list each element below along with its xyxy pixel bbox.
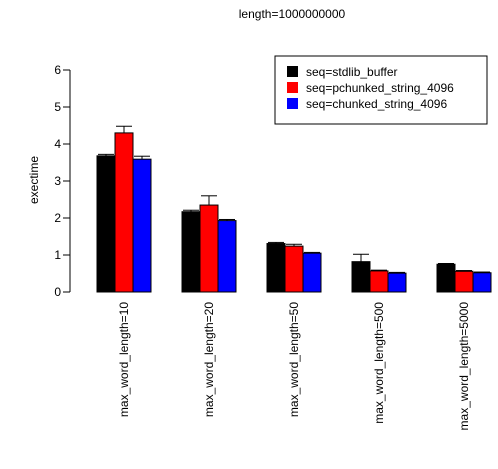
bar bbox=[132, 158, 152, 293]
y-tick-label: 0 bbox=[54, 285, 61, 299]
x-tick-label: max_word_length=50 bbox=[287, 302, 301, 417]
bar bbox=[454, 270, 474, 293]
x-tick-label: max_word_length=20 bbox=[202, 302, 216, 417]
bar bbox=[351, 261, 371, 293]
bar bbox=[369, 270, 389, 293]
y-axis: 0 1 2 3 4 5 6 bbox=[54, 63, 71, 299]
chart-title: length=1000000000 bbox=[239, 7, 346, 21]
bar bbox=[96, 155, 116, 293]
bars-group bbox=[96, 125, 492, 293]
y-tick-label: 5 bbox=[54, 100, 61, 114]
y-tick-label: 4 bbox=[54, 137, 61, 151]
bar bbox=[302, 252, 322, 293]
bar bbox=[199, 204, 219, 293]
x-tick-label: max_word_length=5000 bbox=[457, 302, 471, 431]
y-tick-label: 6 bbox=[54, 63, 61, 77]
bar bbox=[472, 272, 492, 293]
y-tick-label: 3 bbox=[54, 174, 61, 188]
x-tick-labels: max_word_length=10 max_word_length=20 max_… bbox=[117, 302, 471, 431]
bar bbox=[436, 263, 456, 293]
bar bbox=[217, 220, 237, 293]
bar bbox=[387, 272, 407, 293]
legend-label: seq=stdlib_buffer bbox=[306, 65, 398, 79]
x-tick-label: max_word_length=500 bbox=[372, 302, 386, 424]
bar bbox=[114, 132, 134, 293]
legend-box bbox=[274, 55, 488, 125]
bar bbox=[181, 211, 201, 293]
legend-label: seq=chunked_string_4096 bbox=[306, 97, 447, 111]
y-tick-label: 1 bbox=[54, 248, 61, 262]
bar bbox=[266, 243, 286, 293]
legend-swatch bbox=[287, 98, 298, 109]
legend-label: seq=pchunked_string_4096 bbox=[306, 81, 454, 95]
x-tick-label: max_word_length=10 bbox=[117, 302, 131, 417]
bar bbox=[284, 245, 304, 293]
y-tick-label: 2 bbox=[54, 211, 61, 225]
legend-swatch bbox=[287, 66, 298, 77]
legend-swatch bbox=[287, 82, 298, 93]
y-axis-label: exectime bbox=[27, 156, 41, 204]
legend: seq=stdlib_buffer seq=pchunked_string_409… bbox=[274, 55, 488, 125]
